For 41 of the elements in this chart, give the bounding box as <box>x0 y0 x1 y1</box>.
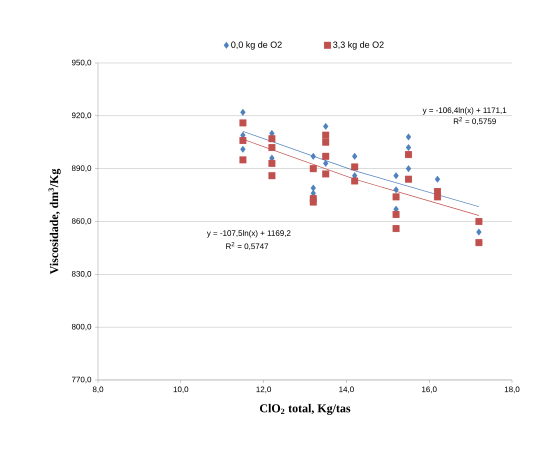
point <box>310 165 317 172</box>
point <box>351 163 358 170</box>
legend-label: 3,3 kg de O2 <box>333 41 384 50</box>
point <box>405 176 412 183</box>
point <box>476 228 482 236</box>
point <box>239 136 246 144</box>
point <box>239 156 246 164</box>
x-axis-title: ClO$_{2}$ total, Kg/tas <box>260 404 350 415</box>
point <box>352 152 358 160</box>
point <box>310 198 317 206</box>
point <box>310 152 316 160</box>
point <box>392 210 400 218</box>
point <box>406 165 412 172</box>
point <box>322 132 330 139</box>
point <box>475 218 482 225</box>
point <box>239 119 246 126</box>
point <box>406 144 412 152</box>
point <box>240 108 246 116</box>
y-axis-title: Viscosidade, dm$^{3}$/Kg <box>48 168 61 274</box>
point <box>406 133 412 140</box>
point <box>393 186 399 194</box>
point <box>393 172 399 180</box>
point <box>405 151 412 158</box>
point <box>268 172 276 180</box>
point <box>268 135 276 142</box>
point <box>322 138 330 146</box>
point <box>434 193 441 200</box>
point <box>310 184 316 192</box>
point <box>268 144 276 152</box>
point <box>351 177 358 184</box>
point <box>240 146 246 153</box>
point <box>322 170 330 178</box>
point <box>392 193 400 200</box>
point <box>268 160 276 167</box>
point <box>392 225 400 232</box>
point <box>434 176 440 183</box>
legend-label: 0,0 kg de O2 <box>231 41 282 50</box>
point <box>322 152 330 160</box>
point <box>323 122 328 130</box>
point <box>475 239 482 246</box>
point <box>323 160 328 167</box>
